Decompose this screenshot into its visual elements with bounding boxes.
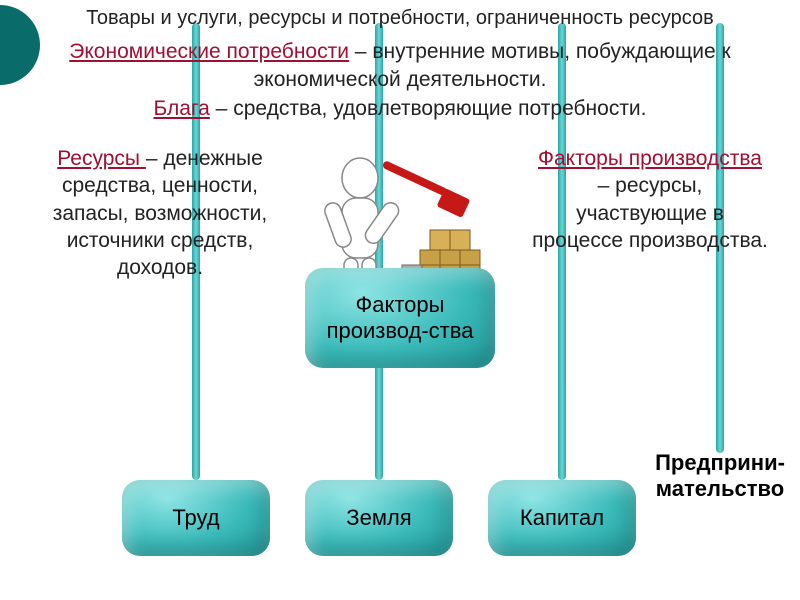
def-goods: – средства, удовлетворяющие потребности.	[210, 97, 647, 120]
bubble-land-label: Земля	[346, 505, 411, 531]
term-factors: Факторы производства	[538, 147, 762, 170]
def-factors: – ресурсы, участвующие в процессе произв…	[532, 174, 768, 252]
bubble-labor-label: Труд	[172, 505, 219, 531]
bubble-factors-label: Факторы производ-ства	[313, 292, 487, 344]
bubble-labor: Труд	[122, 480, 270, 556]
term-goods: Блага	[153, 97, 209, 120]
page-title: Товары и услуги, ресурсы и потребности, …	[0, 7, 800, 30]
term-resources: Ресурсы	[57, 147, 146, 170]
definitions-block: Экономические потребности – внутренние м…	[60, 38, 740, 123]
bubble-land: Земля	[305, 480, 453, 556]
term-economic-needs: Экономические потребности	[69, 40, 349, 63]
factors-definition: Факторы производства – ресурсы, участвую…	[530, 145, 770, 254]
entrepreneurship-label: Предприни-мательство	[645, 450, 795, 503]
resources-definition: Ресурсы – денежные средства, ценности, з…	[25, 145, 295, 281]
bubble-capital-label: Капитал	[520, 505, 604, 531]
bubble-capital: Капитал	[488, 480, 636, 556]
bubble-factors-main: Факторы производ-ства	[305, 268, 495, 368]
